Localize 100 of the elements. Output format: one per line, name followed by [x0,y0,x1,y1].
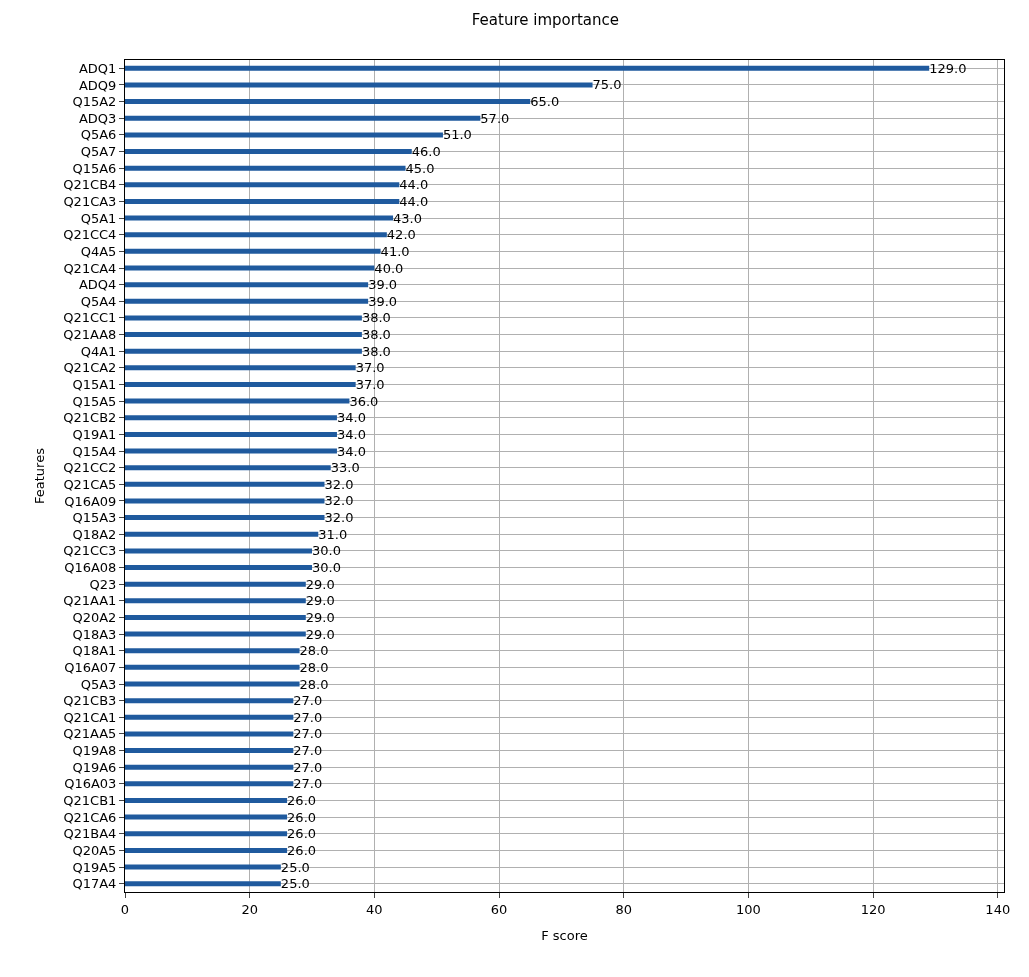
bar [125,315,362,321]
y-tick-label: Q21AA1 [63,593,117,609]
bar [125,99,531,105]
y-tick-label: Q21AA8 [63,327,117,343]
y-tick-label: Q20A5 [72,842,117,858]
data-label: 27.0 [293,743,323,759]
data-label: 26.0 [287,826,317,842]
y-tick-label: Q5A7 [80,144,117,160]
data-label: 45.0 [405,160,435,176]
y-tick-label: Q21AA5 [63,726,117,742]
data-label: 30.0 [312,543,341,559]
data-label: 27.0 [293,726,323,742]
data-label: 129.0 [929,60,967,76]
y-tick-label: Q16A03 [64,776,117,792]
y-tick-label: Q5A1 [80,210,117,226]
x-tick-label: 140 [985,901,1011,917]
data-label: 32.0 [324,493,354,509]
bar [125,332,362,338]
bar [125,864,281,870]
bar [125,664,300,670]
data-label: 26.0 [287,842,317,858]
data-label: 27.0 [293,693,323,709]
y-tick-label: Q21CA5 [63,476,117,492]
data-label: 26.0 [287,809,317,825]
bar [125,82,593,88]
data-label: 38.0 [361,310,391,326]
bar [125,365,356,371]
data-label: 27.0 [293,709,323,725]
y-tick-label: Q21CC4 [63,227,117,243]
data-label: 34.0 [336,410,366,426]
x-tick-label: 20 [241,901,258,917]
bar [125,348,362,354]
data-label: 28.0 [299,643,329,659]
bar [125,565,313,571]
data-label: 29.0 [305,609,335,625]
bar [125,182,400,188]
data-label: 29.0 [305,593,335,609]
bar [125,248,381,254]
y-tick-label: Q19A8 [72,743,117,759]
bar [125,698,294,704]
x-axis-title: F score [541,928,588,944]
y-tick-label: Q19A5 [72,859,117,875]
bar [125,481,325,487]
bar [125,381,356,387]
bar [125,398,350,404]
y-tick-label: Q18A3 [72,626,117,642]
y-tick-label: Q4A5 [80,243,117,259]
bar [125,149,412,155]
y-tick-label: Q18A2 [72,526,117,542]
bar [125,614,306,620]
y-tick-label: Q21CC1 [63,310,117,326]
bar [125,115,481,121]
bar [125,282,369,288]
data-label: 28.0 [299,676,329,692]
bar [125,731,294,737]
bar [125,598,306,604]
y-tick-label: Q21CB1 [63,793,117,809]
bar [125,781,294,787]
bar [125,132,443,138]
bar [125,431,337,437]
bar [125,515,325,521]
data-label: 29.0 [305,626,335,642]
y-tick-label: Q15A1 [72,377,117,393]
y-tick-label: Q21CC2 [63,460,117,476]
y-tick-label: Q18A1 [72,643,117,659]
bar [125,831,288,837]
x-tick-label: 100 [735,901,761,917]
bar [125,165,406,171]
y-axis-title: Features [32,447,48,504]
x-tick-label: 0 [120,901,130,917]
bar [125,198,400,204]
y-tick-label: Q21CA6 [63,809,117,825]
data-label: 65.0 [530,94,560,110]
data-label: 44.0 [399,193,429,209]
bar [125,814,288,820]
data-label: 25.0 [280,876,310,892]
data-label: 44.0 [399,177,429,193]
data-label: 31.0 [318,526,348,542]
data-label: 37.0 [355,360,385,376]
data-label: 28.0 [299,659,329,675]
bar [125,797,288,803]
y-tick-label: Q21CA2 [63,360,117,376]
x-tick-label: 60 [490,901,508,917]
chart-title: Feature importance [471,11,619,30]
data-label: 39.0 [368,293,398,309]
data-label: 27.0 [293,759,323,775]
y-tick-label: Q16A09 [64,493,117,509]
data-label: 25.0 [280,859,310,875]
y-tick-label: Q21CB4 [63,177,117,193]
data-label: 46.0 [411,144,441,160]
y-tick-label: Q5A4 [80,293,117,309]
y-tick-label: Q21CC3 [63,543,117,559]
y-tick-label: Q21CA4 [63,260,117,276]
data-label: 43.0 [393,210,423,226]
y-tick-label: Q21CB3 [63,693,117,709]
data-label: 36.0 [349,393,379,409]
data-label: 29.0 [305,576,335,592]
y-tick-label: Q15A6 [72,160,117,176]
bar [125,298,369,304]
y-tick-label: Q5A6 [80,127,117,143]
